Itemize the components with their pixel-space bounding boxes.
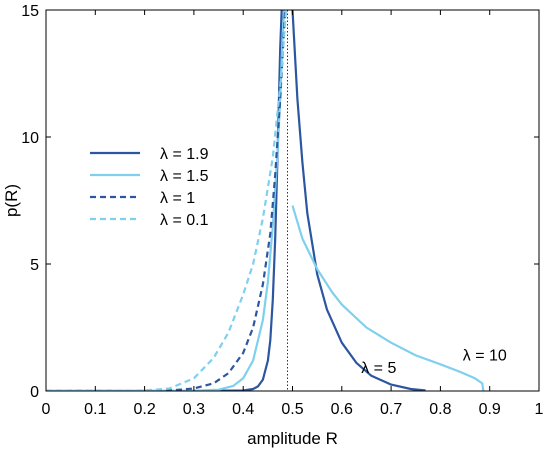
y-tick-label: 5 xyxy=(30,257,39,274)
y-axis-label: p(R) xyxy=(2,184,21,217)
y-tick-label: 0 xyxy=(30,384,39,401)
x-tick-label: 0.5 xyxy=(281,401,303,418)
x-tick-label: 0.9 xyxy=(479,401,501,418)
y-tick-label: 15 xyxy=(21,3,39,20)
series-line-5 xyxy=(291,205,485,391)
x-tick-label: 0.8 xyxy=(429,401,451,418)
series-line-4 xyxy=(291,10,426,391)
x-tick-label: 0.2 xyxy=(133,401,155,418)
legend: λ = 1.9 λ = 1.5 λ = 1 λ = 0.1 xyxy=(90,146,209,229)
x-tick-label: 0.3 xyxy=(183,401,205,418)
x-tick-label: 0.1 xyxy=(84,401,106,418)
annotation-label: λ = 5 xyxy=(361,360,396,377)
legend-label: λ = 1.9 xyxy=(160,146,209,163)
legend-label: λ = 1.5 xyxy=(160,168,209,185)
x-tick-label: 0.4 xyxy=(232,401,254,418)
x-tick-label: 0 xyxy=(42,401,51,418)
series-line-2 xyxy=(46,10,287,391)
annotation-label: λ = 10 xyxy=(463,348,507,365)
x-axis-label: amplitude R xyxy=(247,429,338,448)
x-tick-label: 0.6 xyxy=(331,401,353,418)
axes-box xyxy=(45,9,540,392)
y-tick-label: 10 xyxy=(21,130,39,147)
x-ticks: 0 0.1 0.2 0.3 0.4 0.5 0.6 0.7 0.8 0.9 1 xyxy=(42,10,544,418)
x-tick-label: 0.7 xyxy=(380,401,402,418)
annotations: λ = 5 λ = 10 xyxy=(361,348,507,378)
legend-label: λ = 1 xyxy=(160,190,195,207)
y-ticks: 0 5 10 15 xyxy=(21,3,539,401)
series-line-1 xyxy=(46,10,286,391)
plot-lines xyxy=(46,10,485,391)
x-tick-label: 1 xyxy=(535,401,544,418)
legend-label: λ = 0.1 xyxy=(160,212,209,229)
series-line-3 xyxy=(46,10,288,391)
